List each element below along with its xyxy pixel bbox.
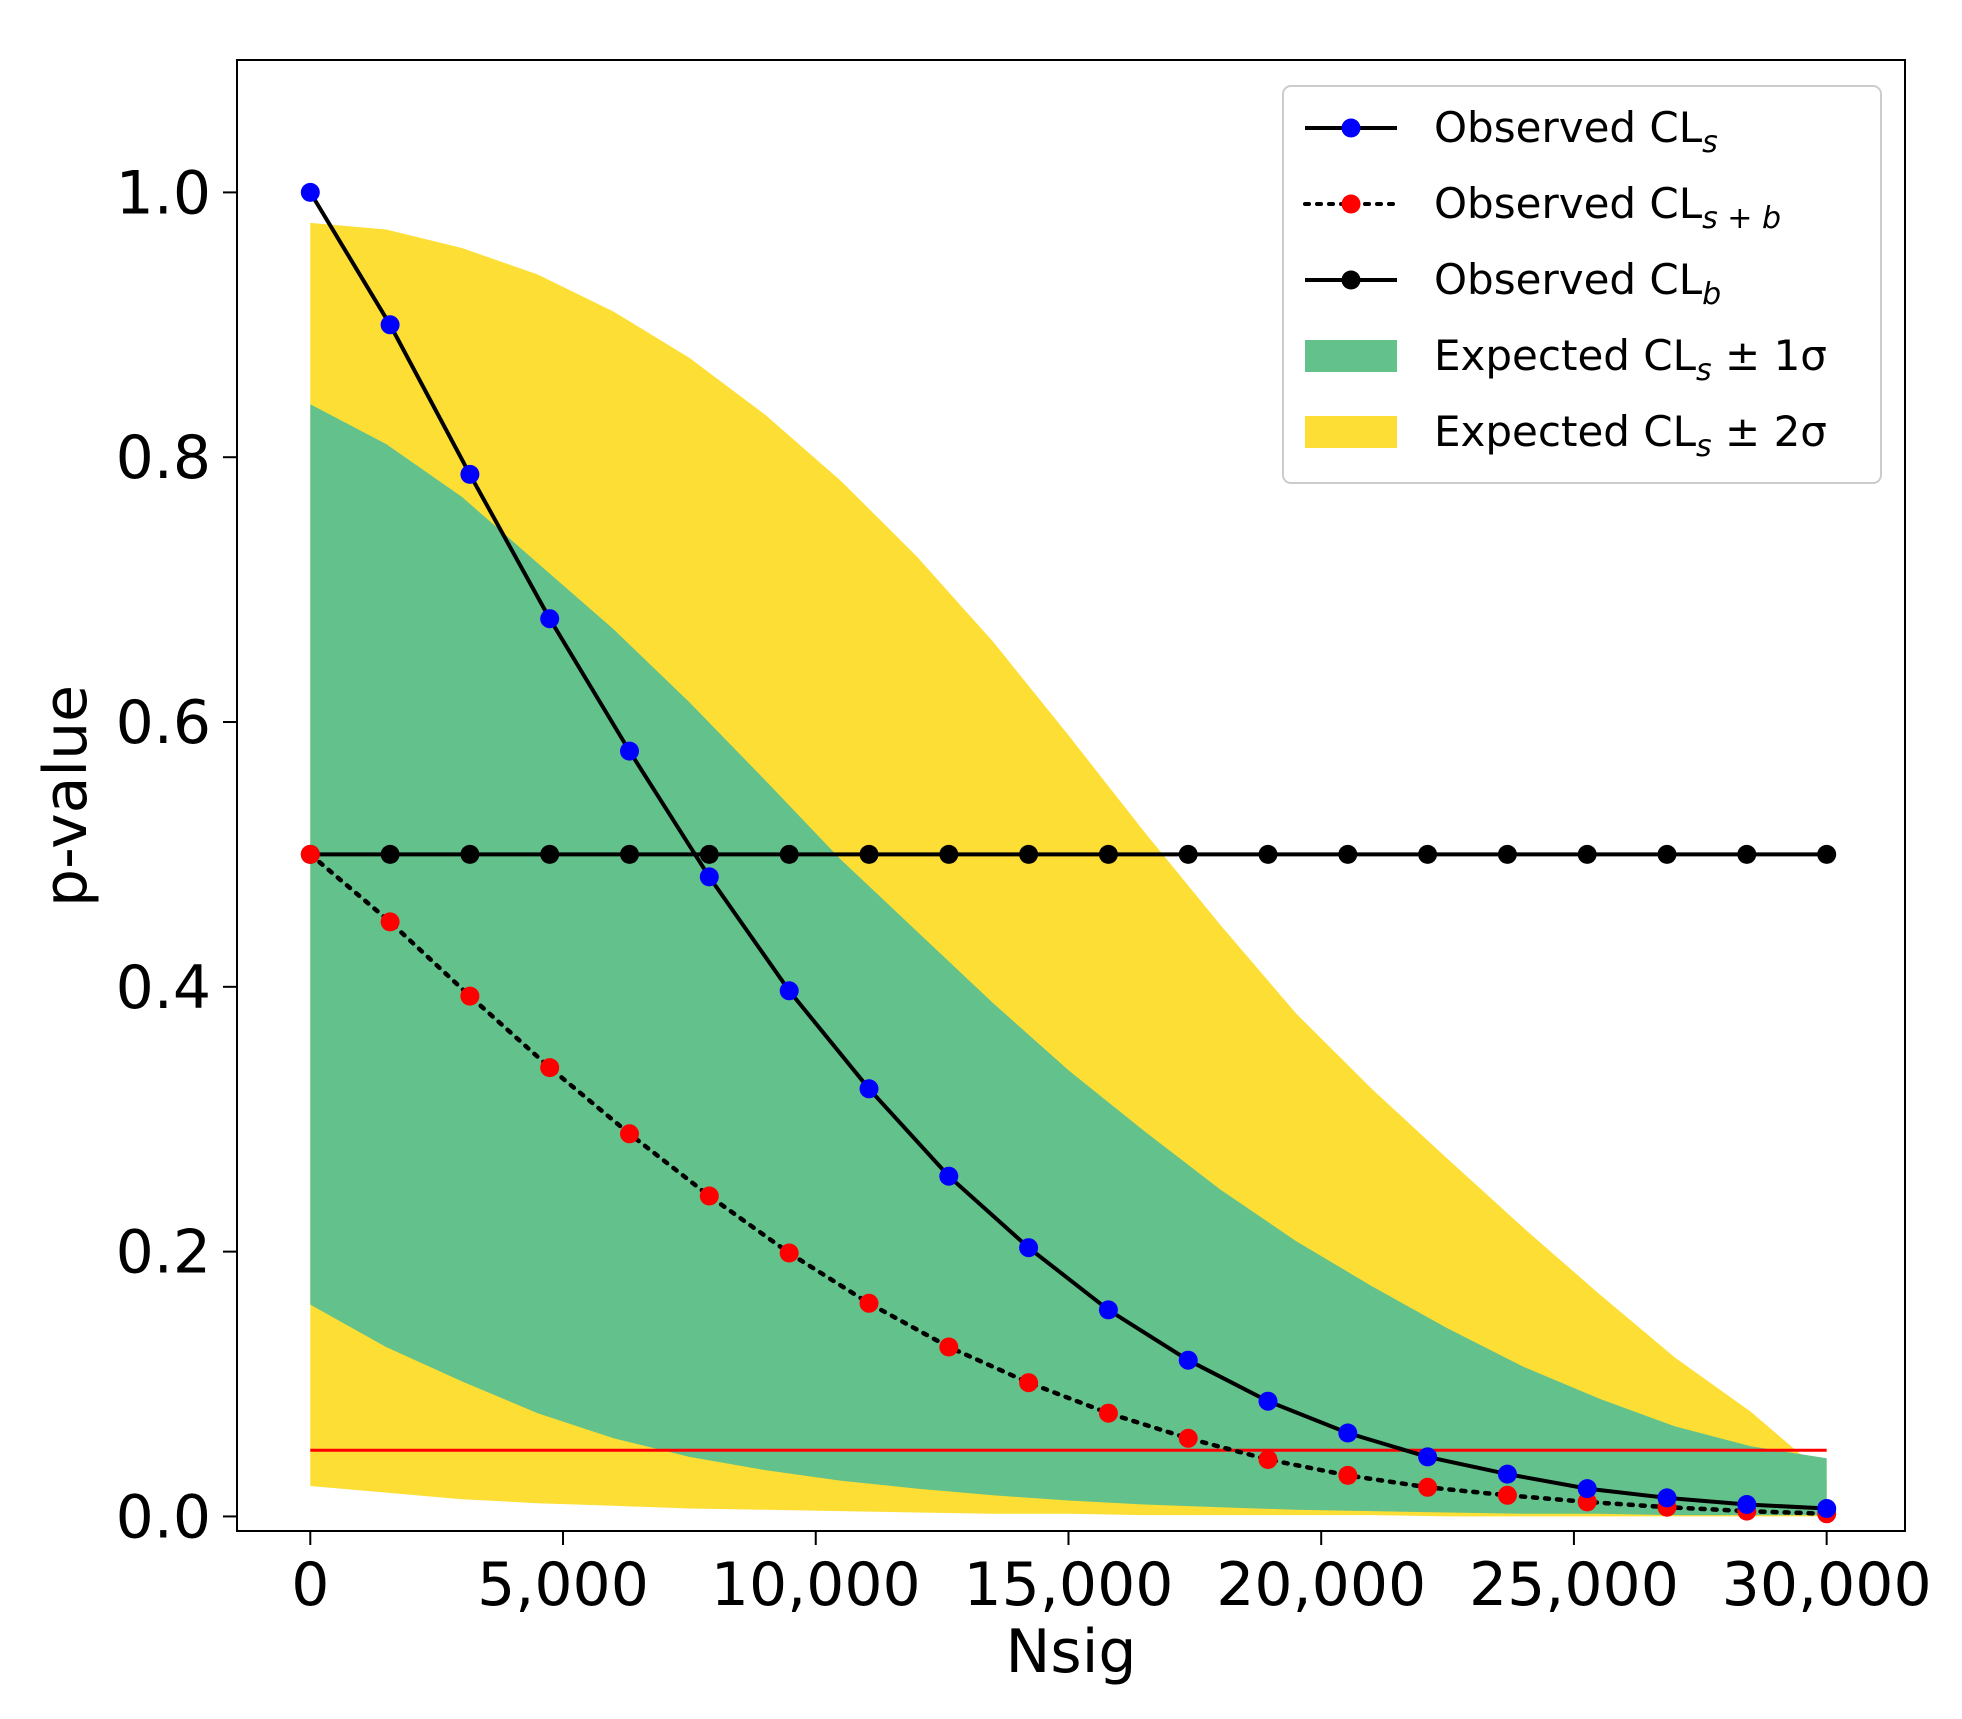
data-point xyxy=(1178,1428,1198,1448)
data-point xyxy=(1338,1465,1358,1485)
legend-label: Observed CLs xyxy=(1434,103,1718,160)
data-point xyxy=(1019,1373,1039,1393)
legend-label: Expected CLs ± 2σ xyxy=(1434,407,1827,464)
data-point xyxy=(540,609,560,629)
data-point xyxy=(859,844,879,864)
legend-label: Expected CLs ± 1σ xyxy=(1434,331,1827,388)
x-tick-label: 25,000 xyxy=(1469,1550,1679,1620)
y-axis-ticks: 0.0 0.2 0.4 0.6 0.8 1.0 xyxy=(116,158,237,1552)
expected-bands xyxy=(310,222,1827,1517)
data-point xyxy=(1098,844,1118,864)
series-s xyxy=(300,182,1837,1518)
data-point xyxy=(699,844,719,864)
data-point xyxy=(460,844,480,864)
data-point xyxy=(1019,1238,1039,1258)
x-tick-label: 30,000 xyxy=(1722,1550,1932,1620)
data-point xyxy=(1577,1479,1597,1499)
y-tick-label: 0.8 xyxy=(116,423,211,493)
data-point xyxy=(1258,1450,1278,1469)
legend-label: Observed CLs + b xyxy=(1434,179,1781,236)
y-tick-label: 0.2 xyxy=(116,1218,211,1288)
data-point xyxy=(380,912,400,932)
x-tick-label: 0 xyxy=(291,1550,329,1620)
y-tick-label: 1.0 xyxy=(116,158,211,228)
x-tick-label: 5,000 xyxy=(477,1550,649,1620)
data-point xyxy=(779,1243,799,1263)
x-tick-label: 15,000 xyxy=(963,1550,1173,1620)
x-tick-label: 20,000 xyxy=(1216,1550,1426,1620)
series-line xyxy=(308,191,1827,1511)
data-point xyxy=(939,1166,959,1186)
y-tick-label: 0.4 xyxy=(116,953,211,1023)
series-line xyxy=(308,852,1829,1517)
data-point xyxy=(779,844,799,864)
data-point xyxy=(1737,1495,1757,1514)
data-point xyxy=(300,844,320,864)
legend-marker xyxy=(1341,270,1361,290)
data-point xyxy=(1418,1447,1438,1467)
y-tick-label: 0.0 xyxy=(116,1482,211,1552)
data-point xyxy=(620,844,639,864)
data-point xyxy=(859,1293,879,1313)
data-point xyxy=(620,1124,639,1144)
data-point xyxy=(1258,844,1278,864)
data-point xyxy=(859,1079,879,1099)
data-point xyxy=(540,1058,560,1078)
y-tick-label: 0.6 xyxy=(116,688,211,758)
data-point xyxy=(540,844,560,864)
data-point xyxy=(1019,844,1039,864)
data-point xyxy=(1338,1423,1358,1443)
x-axis-label: Nsig xyxy=(1006,1617,1137,1687)
data-point xyxy=(1098,1300,1118,1320)
x-axis-ticks: 0 5,000 10,000 15,000 20,000 25,000 30,000 xyxy=(291,1531,1932,1620)
data-point xyxy=(939,844,959,864)
legend-entry: Expected CLs ± 2σ xyxy=(1305,407,1827,464)
data-point xyxy=(1418,1477,1438,1497)
y-axis-label: p-value xyxy=(31,685,101,907)
data-point xyxy=(1338,844,1358,864)
legend-entry: Observed CLs + b xyxy=(1303,179,1781,236)
data-point xyxy=(1098,1403,1118,1423)
data-point xyxy=(620,741,639,761)
series-b xyxy=(300,844,1837,864)
data-point xyxy=(1817,1499,1837,1518)
data-point xyxy=(380,315,400,335)
data-point xyxy=(1418,844,1438,864)
data-point xyxy=(1657,1488,1677,1508)
legend-entry: Expected CLs ± 1σ xyxy=(1305,331,1827,388)
legend-marker xyxy=(1341,118,1361,138)
x-tick-label: 10,000 xyxy=(711,1550,921,1620)
legend-label: Observed CLb xyxy=(1434,255,1721,312)
data-point xyxy=(1817,844,1837,864)
data-point xyxy=(699,867,719,887)
legend-entry: Observed CLs xyxy=(1305,103,1718,160)
legend-marker xyxy=(1341,194,1361,214)
data-point xyxy=(460,986,480,1006)
data-point xyxy=(1737,844,1757,864)
data-point xyxy=(460,464,480,484)
data-point xyxy=(699,1186,719,1206)
data-point xyxy=(300,182,320,202)
data-point xyxy=(1577,1492,1597,1512)
data-point xyxy=(1497,844,1517,864)
legend-entry: Observed CLb xyxy=(1305,255,1721,312)
legend-box xyxy=(1282,85,1882,484)
data-point xyxy=(1178,844,1198,864)
data-point xyxy=(1497,1464,1517,1484)
data-point xyxy=(939,1337,959,1357)
legend-swatch xyxy=(1305,416,1397,448)
data-point xyxy=(779,981,799,1001)
data-point xyxy=(1577,844,1597,864)
data-point xyxy=(1258,1391,1278,1411)
legend: Observed CLs Observed CLs + b Observed CLb… xyxy=(1282,85,1882,484)
data-point xyxy=(1178,1350,1198,1370)
observed-series xyxy=(300,182,1837,1524)
data-point xyxy=(1657,844,1677,864)
legend-swatch xyxy=(1305,340,1397,372)
band-one-sigma xyxy=(310,404,1827,1516)
plot-frame xyxy=(236,59,1906,1532)
data-point xyxy=(1497,1485,1517,1505)
data-point xyxy=(380,844,400,864)
